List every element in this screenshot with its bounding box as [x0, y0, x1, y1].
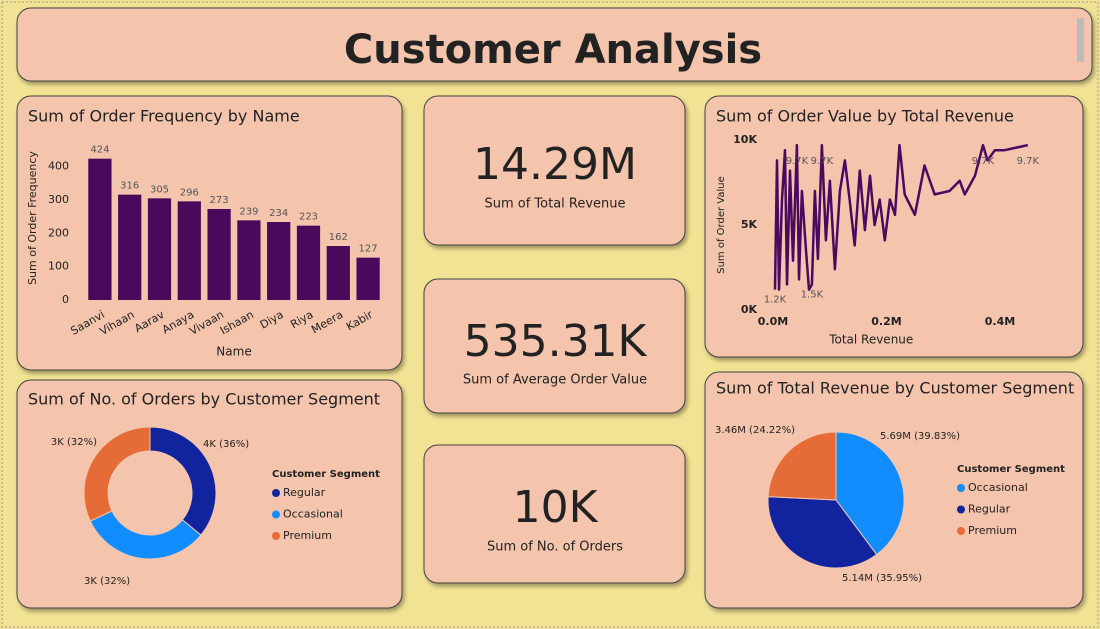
y-axis-title: Sum of Order Value [716, 176, 727, 273]
slice [149, 426, 217, 536]
y-tick-label: 0K [741, 303, 758, 316]
scrollbar [1077, 18, 1084, 62]
data-label: 296 [180, 187, 199, 198]
kpi-card [423, 95, 686, 246]
y-tick-label: 400 [48, 160, 69, 173]
slice [767, 496, 878, 569]
slice [83, 426, 151, 522]
chart-title: Sum of Order Frequency by Name [28, 107, 300, 126]
y-tick-label: 100 [48, 260, 69, 273]
legend-label: Premium [283, 529, 332, 542]
kpi-value: 14.29M [473, 139, 637, 190]
legend-swatch [957, 527, 965, 535]
data-label: 9.7K [972, 156, 995, 167]
y-tick-label: 10K [733, 133, 757, 146]
legend-title: Customer Segment [272, 469, 380, 480]
y-tick-label: 0 [62, 293, 69, 306]
slice [835, 431, 905, 556]
bar [326, 246, 350, 300]
y-axis-title: Sum of Order Frequency [26, 151, 39, 285]
legend-label: Regular [283, 486, 326, 499]
kpi-card [423, 444, 686, 584]
line [773, 143, 1029, 291]
line-card [704, 95, 1084, 358]
chart-title: Sum of Order Value by Total Revenue [716, 107, 1014, 126]
slice [767, 431, 837, 501]
bar [177, 201, 201, 300]
legend-label: Occasional [283, 508, 343, 521]
data-label: 9.7K [811, 156, 834, 167]
bar [267, 222, 291, 300]
data-label: 4K (36%) [203, 439, 249, 450]
x-axis-title: Total Revenue [828, 333, 913, 347]
data-label: 424 [90, 145, 109, 156]
data-label: 9.7K [786, 156, 809, 167]
legend-swatch [272, 489, 280, 497]
legend-label: Premium [968, 524, 1017, 537]
data-label: 1.5K [801, 290, 824, 301]
dashboard-title: Customer Analysis [344, 27, 762, 73]
legend-title: Customer Segment [957, 464, 1065, 475]
data-label: 239 [239, 206, 258, 217]
kpi-value: 535.31K [464, 316, 648, 367]
x-tick-label: 0.4M [985, 315, 1015, 328]
legend-swatch [957, 484, 965, 492]
chart-title: Sum of No. of Orders by Customer Segment [28, 390, 380, 409]
bar [88, 158, 112, 300]
data-label: 1.2K [764, 295, 787, 306]
bar [118, 194, 142, 300]
bar [147, 198, 172, 300]
x-tick-label: 0.2M [871, 315, 901, 328]
y-tick-label: 5K [741, 218, 758, 231]
kpi-card [423, 278, 686, 414]
x-tick-label: 0.0M [758, 315, 788, 328]
data-label: 5.14M (35.95%) [842, 573, 922, 584]
data-label: 223 [299, 212, 318, 223]
data-label: 273 [210, 195, 229, 206]
bar [296, 225, 321, 300]
legend-swatch [272, 532, 280, 540]
kpi-label: Sum of Total Revenue [484, 197, 625, 212]
x-axis-title: Name [216, 345, 251, 359]
data-label: 9.7K [1017, 156, 1040, 167]
data-label: 3K (32%) [51, 437, 97, 448]
kpi-label: Sum of Average Order Value [463, 373, 647, 388]
legend-swatch [272, 510, 280, 519]
data-label: 127 [359, 244, 378, 255]
data-label: 316 [120, 181, 139, 192]
chart-title: Sum of Total Revenue by Customer Segment [716, 379, 1074, 398]
data-label: 3K (32%) [84, 576, 130, 587]
bar [356, 257, 380, 300]
data-label: 3.46M (24.22%) [715, 425, 795, 436]
y-tick-label: 200 [48, 226, 69, 239]
data-label: 234 [269, 208, 288, 219]
y-tick-label: 300 [48, 193, 69, 206]
data-label: 305 [150, 184, 169, 195]
kpi-label: Sum of No. of Orders [487, 540, 623, 555]
data-label: 5.69M (39.83%) [880, 431, 960, 442]
bar [207, 209, 231, 300]
bar [237, 220, 261, 300]
legend-label: Occasional [968, 481, 1028, 494]
legend-label: Regular [968, 503, 1011, 516]
header-card [16, 7, 1093, 82]
data-label: 162 [329, 232, 348, 243]
legend-swatch [957, 505, 965, 514]
kpi-value: 10K [513, 482, 599, 533]
